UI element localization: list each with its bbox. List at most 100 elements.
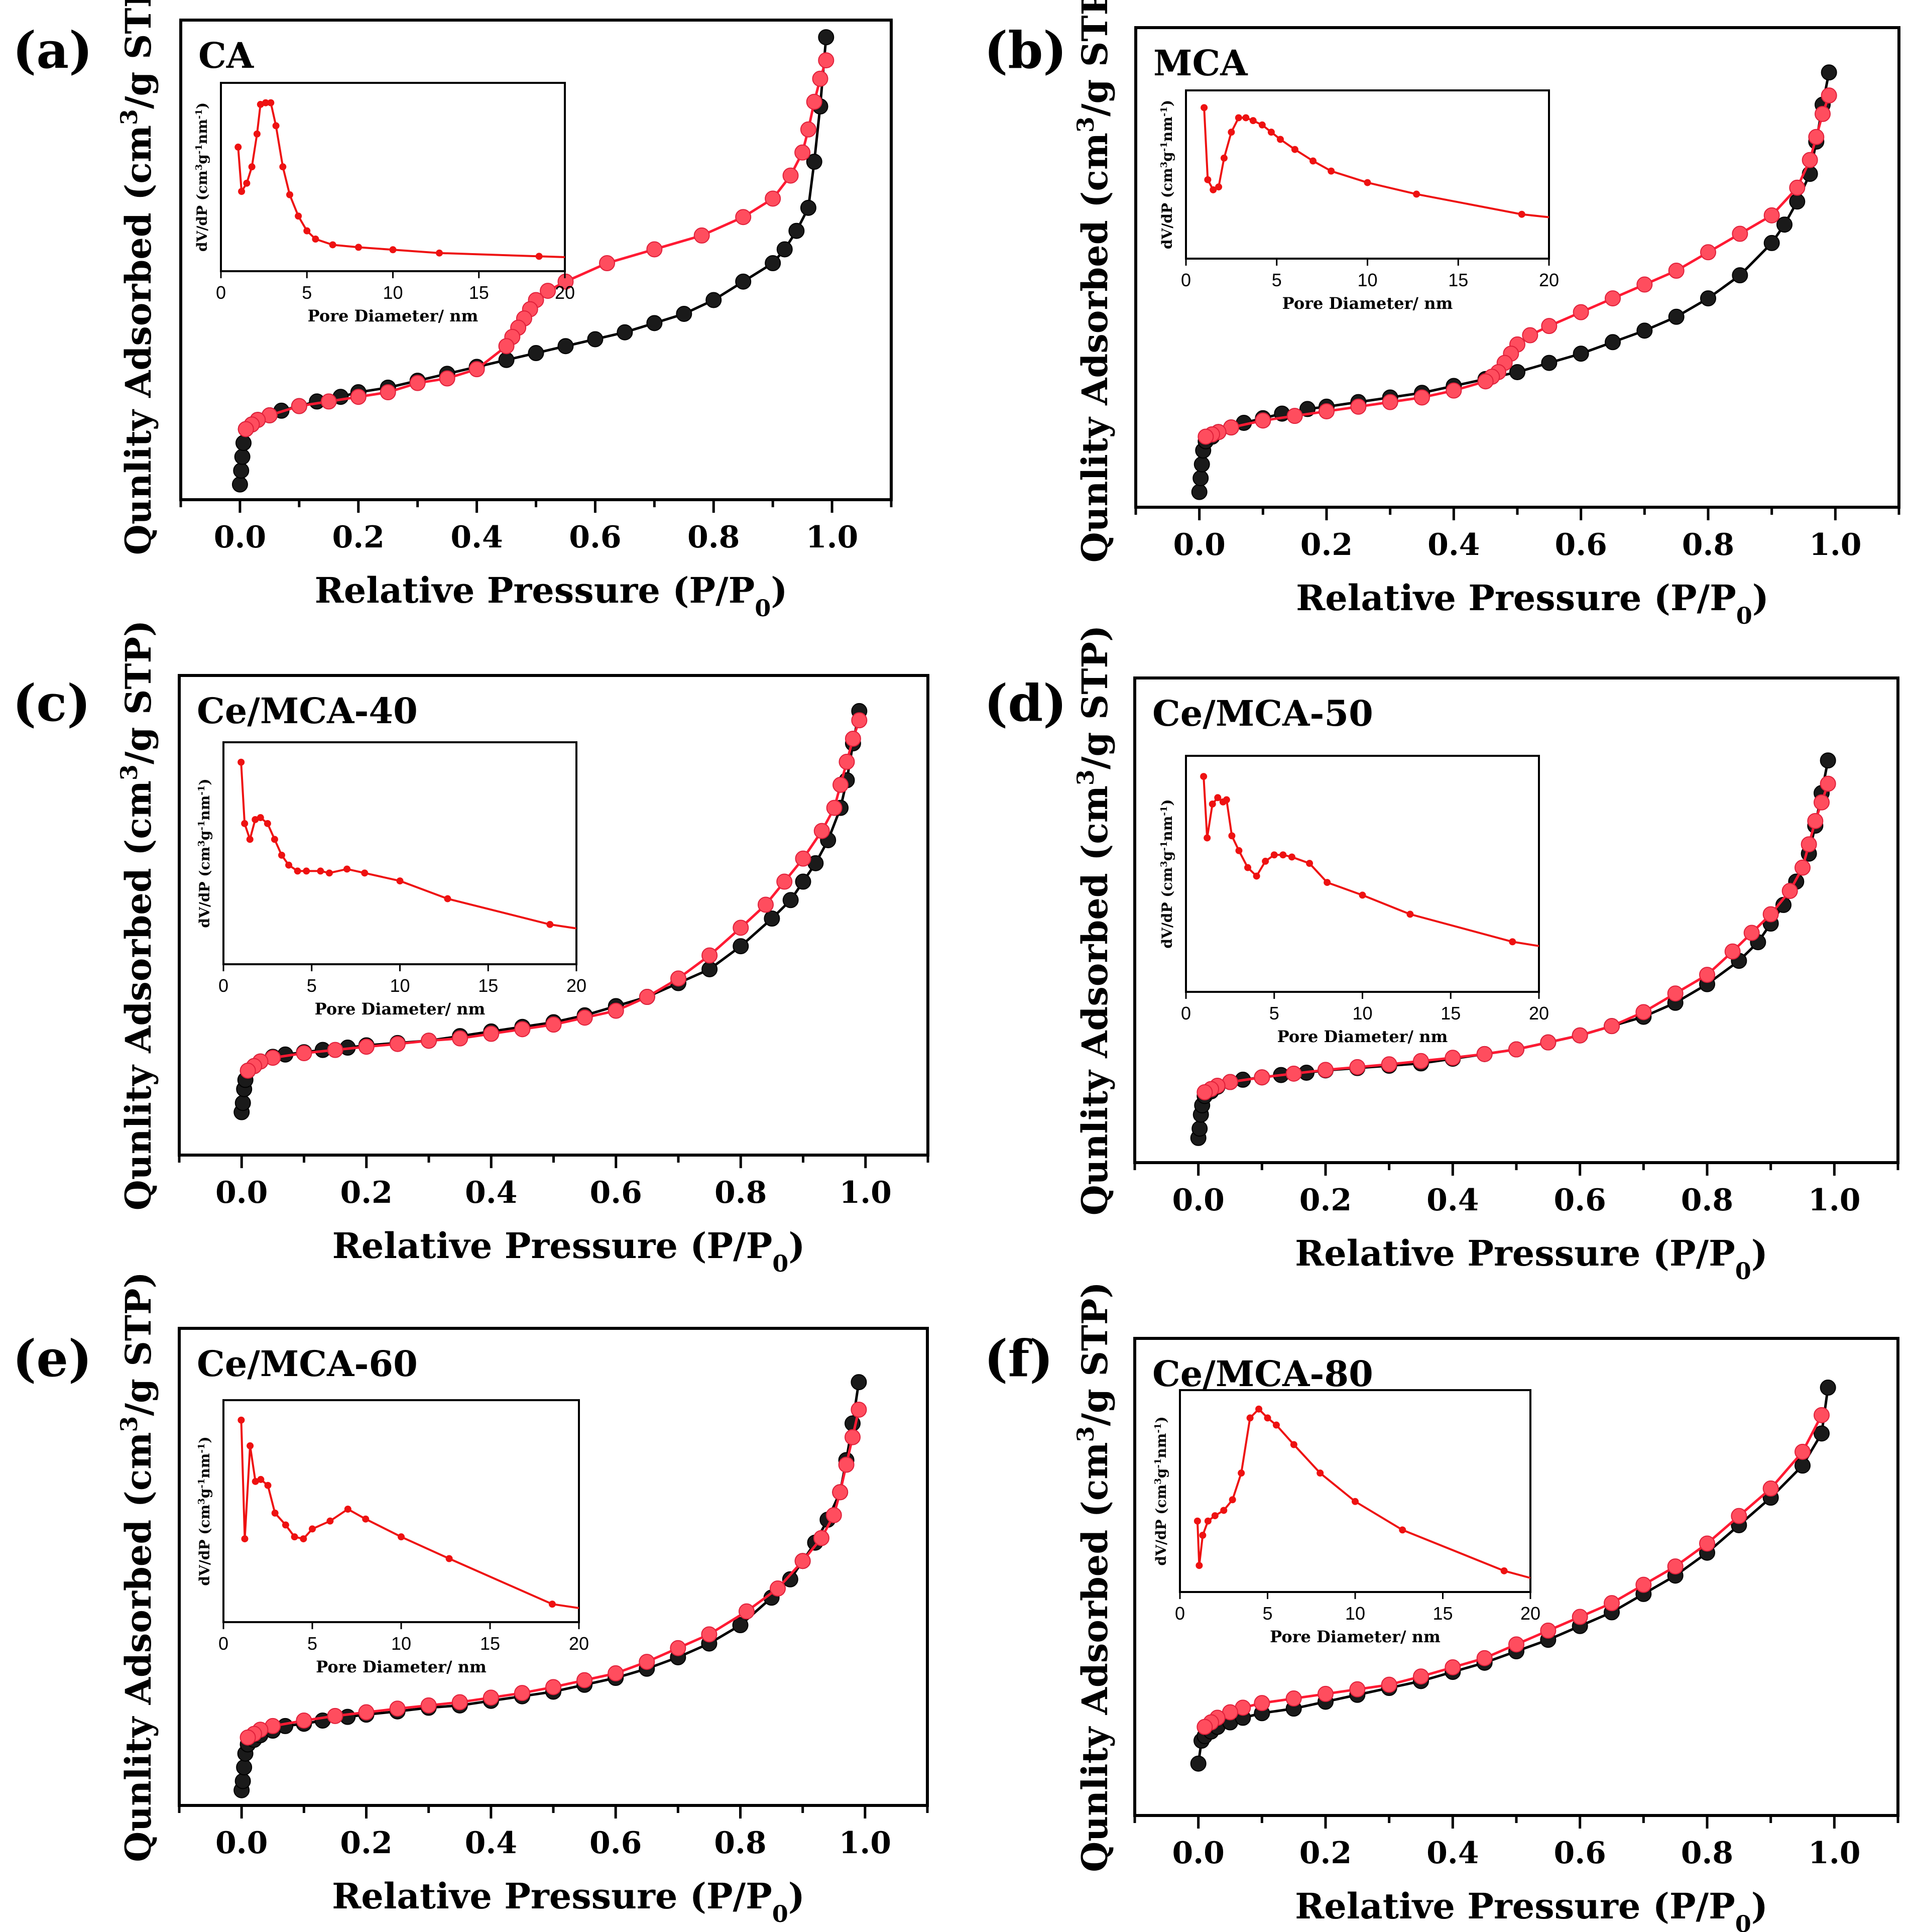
inset-point	[271, 836, 278, 843]
x-tick-label: 0.6	[589, 1826, 642, 1861]
y-axis-label: Qunlity Adsorbed (cm3/g STP)	[115, 1272, 159, 1862]
inset-x-tick-label: 0	[1181, 270, 1191, 290]
inset-y-axis-label: dV/dP (cm3g-1nm-1)	[194, 102, 211, 252]
sample-label: Ce/MCA-50	[1152, 693, 1373, 734]
inset-point	[325, 869, 333, 877]
inset-point	[326, 1517, 334, 1525]
desorption-point	[296, 1712, 312, 1729]
inset-point	[389, 246, 397, 254]
desorption-point	[851, 1401, 867, 1418]
adsorption-point	[733, 938, 749, 955]
inset-point	[1220, 154, 1228, 162]
desorption-point	[327, 1708, 343, 1724]
desorption-point	[1476, 1046, 1493, 1062]
desorption-point	[765, 190, 781, 207]
desorption-point	[1820, 775, 1836, 792]
desorption-point	[646, 241, 663, 258]
desorption-point	[701, 947, 718, 964]
inset-point	[272, 122, 280, 130]
desorption-point	[1541, 318, 1558, 334]
adsorption-point	[776, 241, 793, 258]
x-tick-label: 0.2	[340, 1175, 393, 1210]
adsorption-point	[587, 331, 604, 348]
inset: 0 5 10 15 20 Pore Diameter/ nm dV/dP (cm3g-1nm…	[1159, 755, 1549, 1046]
inset-point	[241, 820, 249, 827]
desorption-point	[608, 1002, 624, 1019]
desorption-point	[845, 730, 861, 747]
sample-label: CA	[198, 35, 255, 76]
x-tick-label: 0.2	[1299, 1183, 1352, 1218]
inset-point	[1272, 1421, 1280, 1429]
inset-x-tick-label: 5	[1272, 270, 1282, 290]
inset-point	[1214, 794, 1222, 802]
inset-point	[252, 1478, 259, 1485]
desorption-point	[1319, 403, 1335, 419]
inset-x-tick-label: 15	[480, 1633, 500, 1654]
desorption-point	[1476, 1650, 1493, 1666]
adsorption-point	[1190, 1755, 1207, 1772]
inset-x-tick-label: 15	[1432, 1603, 1453, 1624]
y-axis-label: Qunlity Adsorbed (cm3/g STP)	[115, 0, 159, 555]
x-tick-label: 0.6	[569, 520, 621, 555]
x-tick-label: 0.8	[1681, 1836, 1733, 1871]
inset-x-tick-label: 10	[1352, 1003, 1372, 1024]
x-tick-label: 0.0	[1173, 527, 1225, 562]
desorption-point	[545, 1679, 561, 1695]
inset-line	[240, 1420, 579, 1609]
adsorption-point	[1763, 235, 1780, 251]
adsorption-point	[800, 199, 816, 216]
inset-x-tick-label: 20	[569, 1633, 589, 1654]
panel-d: 0.0 0.2 0.4 0.6 0.8 1.0 Relative Pressure (P/P…	[984, 625, 1899, 1285]
inset-point	[1242, 114, 1250, 122]
panel-letter: (c)	[13, 673, 91, 733]
inset-x-tick-label: 10	[391, 1633, 411, 1654]
desorption-point	[1807, 813, 1824, 829]
inset-x-tick-label: 20	[555, 282, 575, 303]
desorption-point	[1724, 943, 1741, 960]
x-tick-label: 1.0	[1808, 1836, 1860, 1871]
inset-point	[1249, 117, 1257, 125]
panel-letter: (d)	[984, 673, 1067, 733]
desorption-point	[1667, 985, 1684, 1002]
inset: 0 5 10 15 20 Pore Diameter/ nm dV/dP (cm3g-1nm…	[196, 741, 586, 1018]
inset-frame	[220, 82, 566, 272]
inset-x-tick-label: 15	[1448, 270, 1468, 290]
desorption-point	[1762, 906, 1779, 923]
x-tick-label: 0.6	[1554, 1183, 1606, 1218]
adsorption-point	[235, 435, 252, 451]
adsorption-point	[1191, 484, 1208, 500]
x-axis-label: Relative Pressure (P/P0)	[1295, 1885, 1768, 1932]
desorption-point	[693, 227, 710, 244]
desorption-point	[350, 389, 367, 405]
desorption-point	[1815, 105, 1831, 122]
x-axis-label: Relative Pressure (P/P0)	[1295, 1232, 1768, 1285]
inset-point	[262, 99, 270, 106]
adsorption-point	[646, 315, 663, 331]
desorption-point	[1781, 883, 1798, 899]
panel-b: 0.0 0.2 0.4 0.6 0.8 1.0 Relative Pressure (P/P…	[984, 0, 1900, 629]
inset-point	[243, 179, 251, 187]
desorption-point	[409, 375, 426, 391]
desorption-point	[782, 167, 799, 184]
inset-frame	[222, 1399, 580, 1623]
panel-letter: (a)	[13, 21, 92, 80]
y-axis-label: Qunlity Adsorbed (cm3/g STP)	[1072, 625, 1116, 1215]
desorption-point	[1197, 1719, 1213, 1735]
desorption-point	[1762, 1480, 1779, 1497]
desorption-point	[839, 753, 855, 770]
inset: 0 5 10 15 20 Pore Diameter/ nm dV/dP (cm3g-1nm…	[196, 1399, 589, 1676]
inset: 0 5 10 15 20 Pore Diameter/ nm dV/dP (cm3g-1nm…	[1159, 89, 1559, 313]
desorption-point	[1446, 382, 1462, 399]
inset-x-tick-label: 20	[566, 975, 586, 996]
inset-point	[271, 1509, 279, 1517]
inset-y-axis-label: dV/dP (cm3g-1nm-1)	[1159, 100, 1176, 249]
desorption-point	[1285, 1690, 1302, 1707]
inset-point	[309, 1525, 316, 1533]
inset-point	[303, 867, 310, 875]
desorption-point	[498, 338, 515, 355]
adsorption-point	[498, 352, 515, 368]
inset-point	[1211, 1512, 1219, 1520]
inset-point	[343, 865, 351, 873]
inset-point	[264, 820, 271, 827]
x-tick-label: 0.0	[214, 520, 266, 555]
